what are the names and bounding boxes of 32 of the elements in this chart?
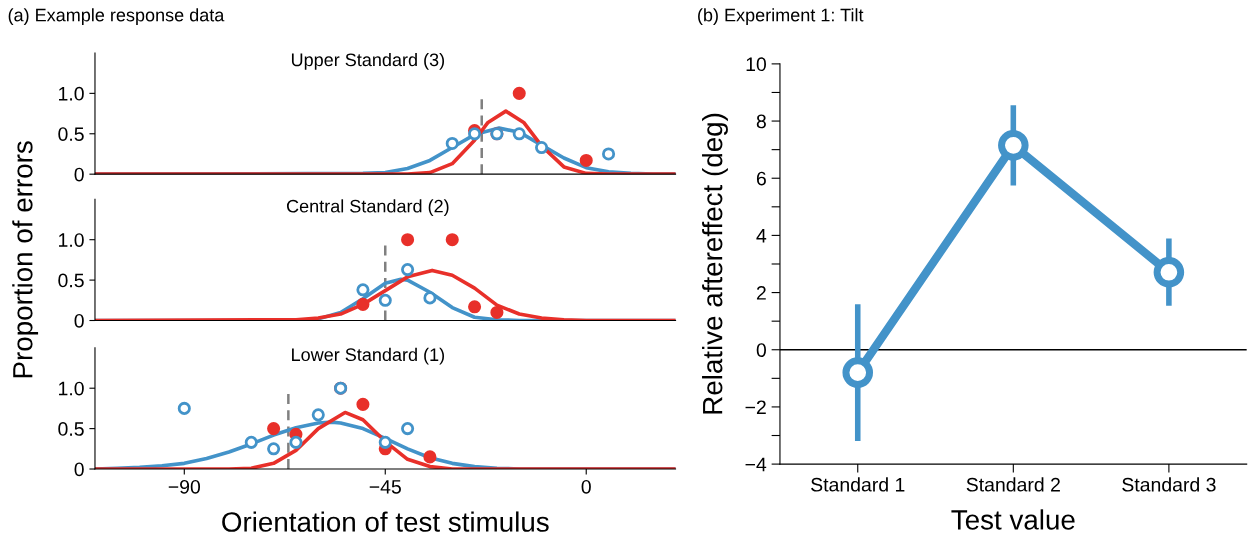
y-tick-label: 6 bbox=[756, 171, 766, 186]
y-tick-label: 0 bbox=[74, 167, 84, 182]
y-tick-label: 10 bbox=[746, 57, 767, 72]
y-axis-title: Relative aftereffect (deg) bbox=[702, 113, 728, 414]
y-tick-label: 0.5 bbox=[58, 273, 84, 288]
x-tick-label: Standard 2 bbox=[966, 477, 1060, 492]
y-tick-label: 1.0 bbox=[59, 233, 84, 247]
y-tick-label: 0 bbox=[756, 343, 767, 357]
y-tick-label: 0 bbox=[74, 462, 84, 477]
x-tick-label: −90 bbox=[168, 479, 201, 494]
y-tick-label: 1.0 bbox=[59, 86, 84, 101]
y-tick-label: 4 bbox=[756, 229, 767, 243]
y-tick-label: 0 bbox=[74, 313, 84, 328]
y-tick-label: −2 bbox=[745, 400, 766, 414]
y-axis-title: Proportion of errors bbox=[12, 141, 39, 378]
y-tick-label: 8 bbox=[756, 114, 766, 129]
chart-title: (b) Experiment 1: Tilt bbox=[698, 8, 864, 26]
chart-subtitle: Upper Standard (3) bbox=[291, 52, 445, 70]
y-tick-label: 0.5 bbox=[58, 127, 84, 142]
x-tick-label: −45 bbox=[369, 480, 401, 494]
x-axis-title: Orientation of test stimulus bbox=[222, 511, 549, 532]
y-tick-label: −4 bbox=[745, 457, 767, 472]
y-tick-label: 0.5 bbox=[58, 422, 84, 436]
x-tick-label: 0 bbox=[581, 479, 591, 494]
y-tick-label: 2 bbox=[756, 286, 766, 300]
x-axis-title: Test value bbox=[951, 509, 1075, 530]
chart-title: (a) Example response data bbox=[8, 8, 225, 26]
chart-subtitle: Lower Standard (1) bbox=[292, 347, 445, 365]
x-tick-label: Standard 1 bbox=[811, 477, 905, 492]
x-tick-label: Standard 3 bbox=[1122, 477, 1216, 492]
chart-subtitle: Central Standard (2) bbox=[286, 199, 449, 217]
y-tick-label: 1.0 bbox=[59, 381, 84, 396]
